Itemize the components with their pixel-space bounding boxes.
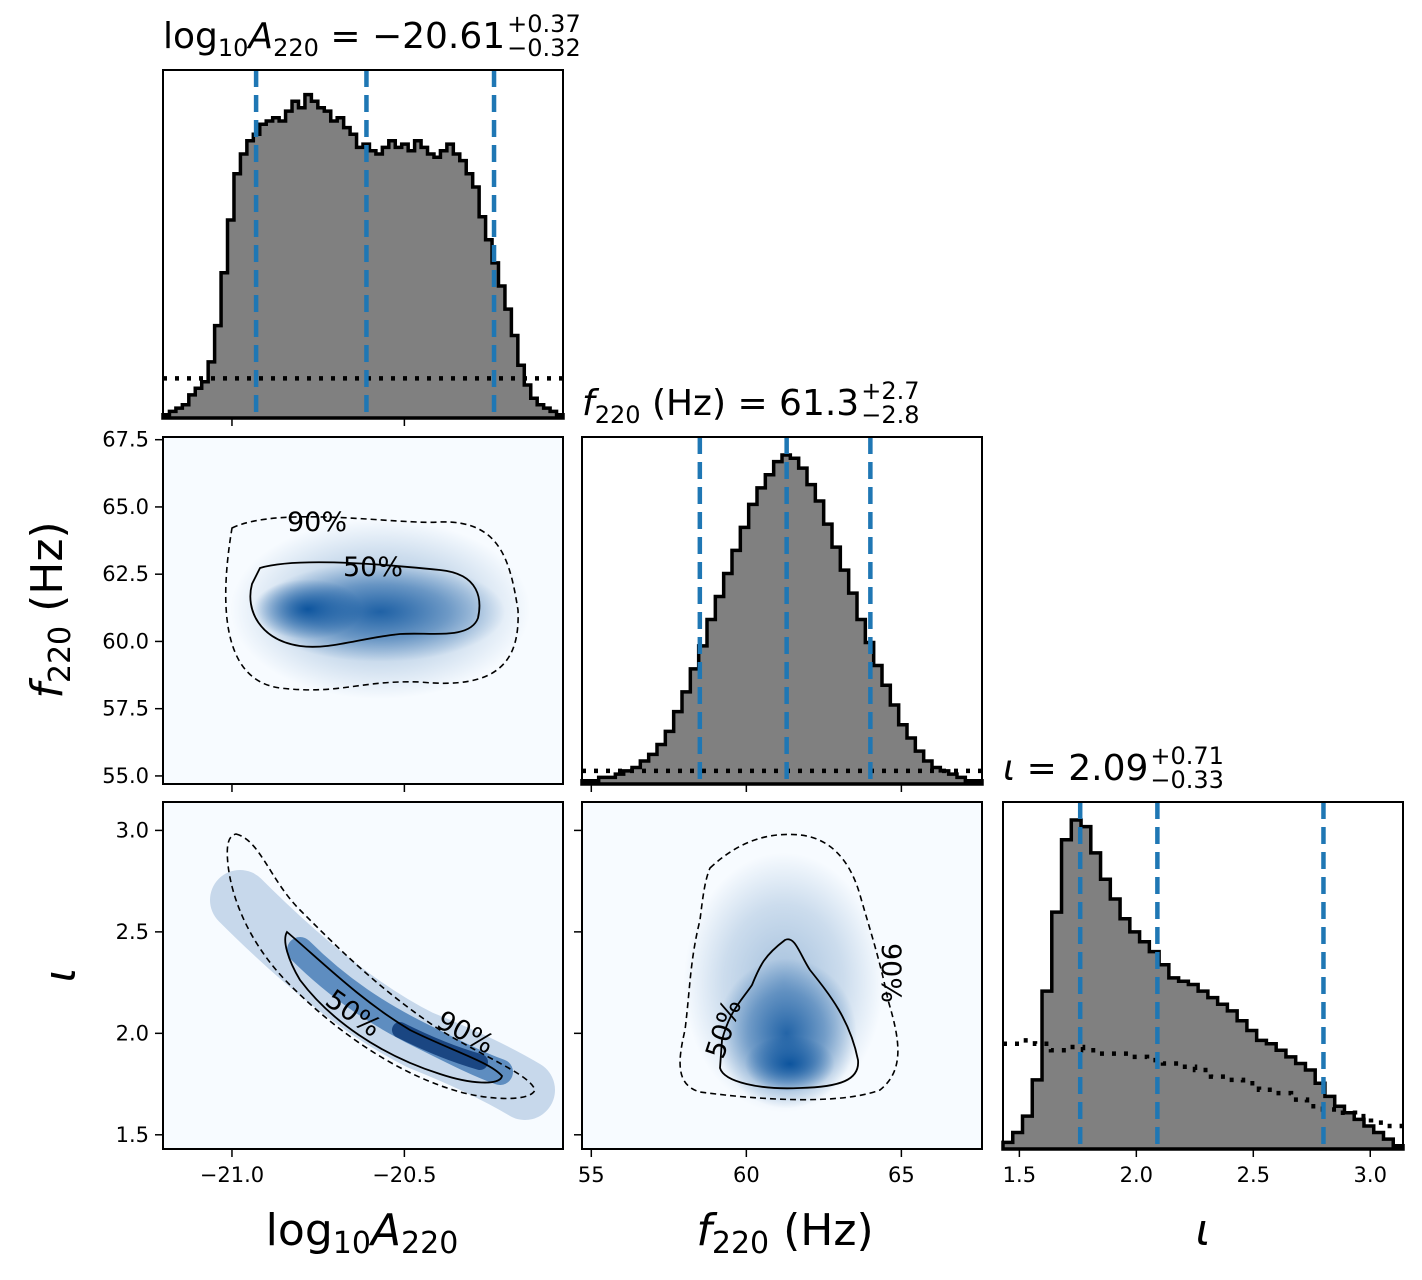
title-part: ι: [1003, 748, 1015, 789]
label-sub: 220: [401, 1226, 458, 1261]
contour-90: [224, 516, 519, 691]
title-part: 220: [273, 34, 319, 62]
contour-50: [284, 930, 503, 1084]
title-upper: +0.37: [507, 10, 581, 38]
title-lower: −2.8: [861, 401, 919, 429]
panel-frame-logA: [162, 69, 564, 419]
x-axis-label-iota: ι: [1196, 1205, 1211, 1256]
panel-frame-f: [581, 436, 983, 785]
y-axis-label-f: f220 (Hz): [22, 521, 78, 698]
panel-frame-iota: [1002, 801, 1404, 1150]
title-part: = −20.61: [319, 16, 505, 57]
panel-title-iota: ι = 2.09: [1003, 748, 1148, 789]
contour-50: [249, 561, 481, 648]
x-tick-label: 2.5: [1237, 1163, 1270, 1187]
title-upper: +2.7: [861, 377, 919, 405]
title-lower: −0.32: [507, 34, 581, 62]
y-tick-label: 57.5: [102, 697, 149, 721]
panel-logA-iota-bg: [163, 802, 563, 1149]
panel-title-logA: log10A220 = −20.61: [163, 16, 505, 62]
x-axis-label-f: f220 (Hz): [696, 1205, 873, 1261]
contour-90: [226, 833, 536, 1100]
label-part: (Hz): [769, 1205, 874, 1256]
density-core: [744, 1035, 835, 1092]
title-part: A: [246, 16, 273, 57]
title-part: 220: [595, 401, 641, 429]
contour-label-90: 90%: [875, 943, 906, 1003]
title-part: log: [163, 16, 218, 57]
title-upper: +0.71: [1150, 742, 1224, 770]
label-sub: 10: [333, 1226, 371, 1261]
label-part: A: [368, 1205, 401, 1256]
label-sub: 220: [43, 626, 78, 683]
label-part: log: [266, 1205, 333, 1256]
x-axis-label-logA: log10A220: [266, 1205, 459, 1261]
x-tick-label: 60: [733, 1163, 760, 1187]
contour-label-50: 50%: [343, 552, 403, 583]
y-tick-label: 1.5: [116, 1123, 149, 1147]
y-tick-label: 3.0: [116, 818, 149, 842]
y-tick-label: 2.0: [116, 1021, 149, 1045]
title-part: = 2.09: [1015, 748, 1148, 789]
title-part: (Hz) = 61.3: [641, 383, 860, 424]
x-tick-label: −21.0: [200, 1163, 264, 1187]
panel-frame: [581, 801, 983, 1150]
y-tick-label: 60.0: [102, 629, 149, 653]
density-core: [392, 1022, 488, 1070]
contour-90: [679, 833, 899, 1101]
histogram-iota: [1001, 801, 1405, 1151]
histogram-bars-logA: [161, 92, 565, 420]
histogram-logA: [161, 69, 565, 420]
title-part: 10: [218, 34, 249, 62]
x-tick-label: 2.0: [1120, 1163, 1153, 1187]
panel-logA-iota: 50% 90%: [162, 801, 564, 1150]
x-tick-label: 55: [578, 1163, 605, 1187]
panel-logA-f: 90%50%: [162, 436, 564, 785]
y-tick-label: 65.0: [102, 495, 149, 519]
x-tick-label: 65: [888, 1163, 915, 1187]
density-core: [252, 579, 363, 640]
y-tick-label: 55.0: [102, 764, 149, 788]
histogram-bars-iota: [1001, 818, 1405, 1151]
title-lower: −0.33: [1150, 766, 1224, 794]
contour-label-90: 90%: [287, 507, 347, 538]
y-tick-label: 67.5: [102, 428, 149, 452]
y-tick-label: 62.5: [102, 562, 149, 586]
x-tick-label: 3.0: [1354, 1163, 1387, 1187]
panel-title-f: f220 (Hz) = 61.3: [582, 383, 859, 429]
y-tick-label: 2.5: [116, 920, 149, 944]
histogram-f: [580, 436, 984, 786]
histogram-bars-f: [580, 453, 984, 786]
panel-frame: [162, 436, 564, 785]
panel-f-iota: 50%90%: [581, 801, 983, 1150]
label-sub: 220: [712, 1226, 769, 1261]
label-part: (Hz): [22, 521, 73, 626]
panel-frame: [162, 801, 564, 1150]
x-tick-label: −20.5: [372, 1163, 436, 1187]
x-tick-label: 1.5: [1003, 1163, 1036, 1187]
y-axis-label-iota: ι: [35, 968, 86, 983]
contour-50: [719, 938, 859, 1090]
